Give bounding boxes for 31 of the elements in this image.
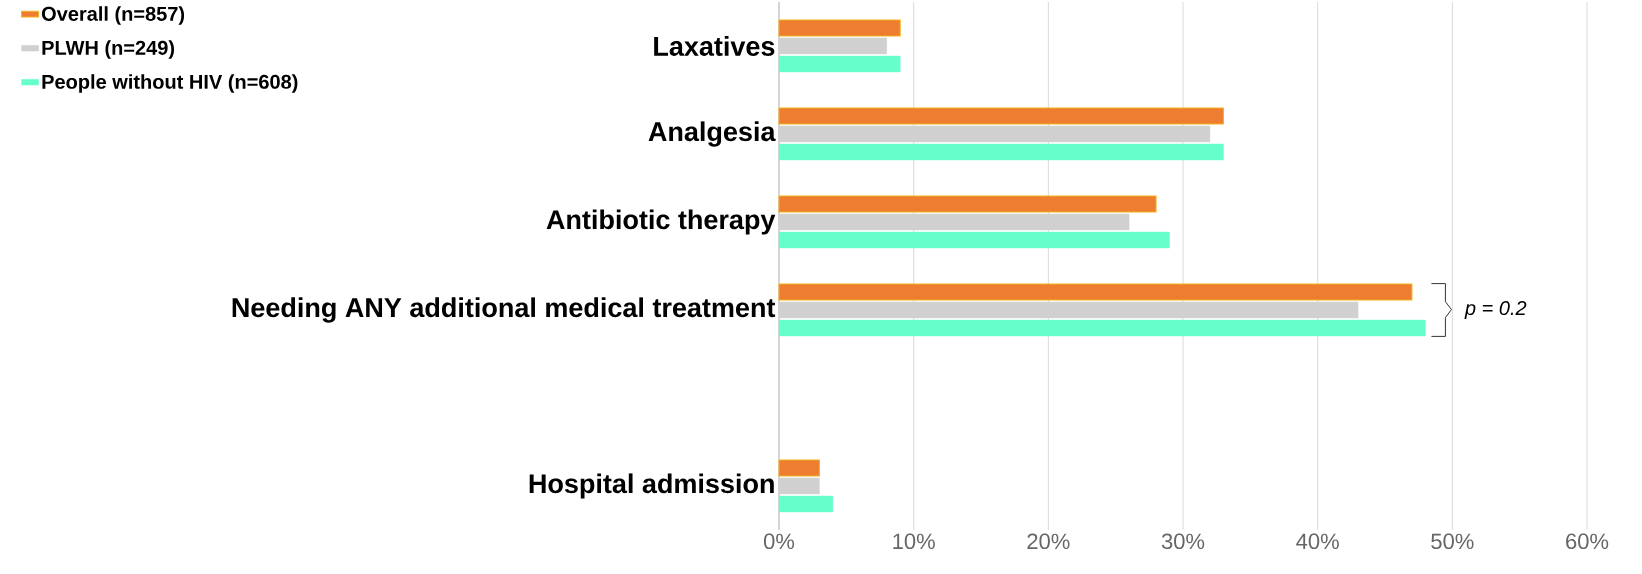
y-tick-label: Hospital admission	[529, 473, 774, 499]
x-tick-label: 40%	[1296, 533, 1339, 550]
bar	[778, 319, 1426, 337]
x-tick-label: 0%	[763, 533, 795, 550]
bar	[778, 55, 901, 73]
legend-label: Overall (n=857)	[41, 6, 185, 25]
bar	[778, 143, 1224, 161]
bar	[778, 213, 1130, 231]
bar	[778, 37, 887, 55]
bar	[778, 231, 1170, 249]
bar	[778, 125, 1211, 143]
x-tick-label: 10%	[893, 533, 935, 550]
bar	[778, 195, 1157, 213]
y-tick-label: Needing ANY additional medical treatment	[232, 297, 776, 323]
bar	[778, 459, 820, 477]
bar	[778, 477, 820, 495]
bar	[778, 301, 1359, 319]
y-tick-label: Laxatives	[654, 36, 775, 56]
annotation: p = 0.2	[1464, 300, 1527, 320]
bar	[778, 19, 901, 37]
x-tick-label: 60%	[1566, 533, 1609, 550]
y-tick-label: Analgesia	[648, 121, 776, 147]
bar	[778, 107, 1224, 125]
bar	[778, 283, 1413, 301]
x-tick-label: 50%	[1431, 533, 1474, 550]
legend-label: People without HIV (n=608)	[42, 74, 298, 93]
legend-label: PLWH (n=249)	[42, 40, 175, 59]
bar	[778, 495, 834, 513]
x-tick-label: 20%	[1027, 533, 1070, 550]
x-tick-label: 30%	[1161, 533, 1205, 550]
y-tick-label: Antibiotic therapy	[546, 209, 776, 235]
